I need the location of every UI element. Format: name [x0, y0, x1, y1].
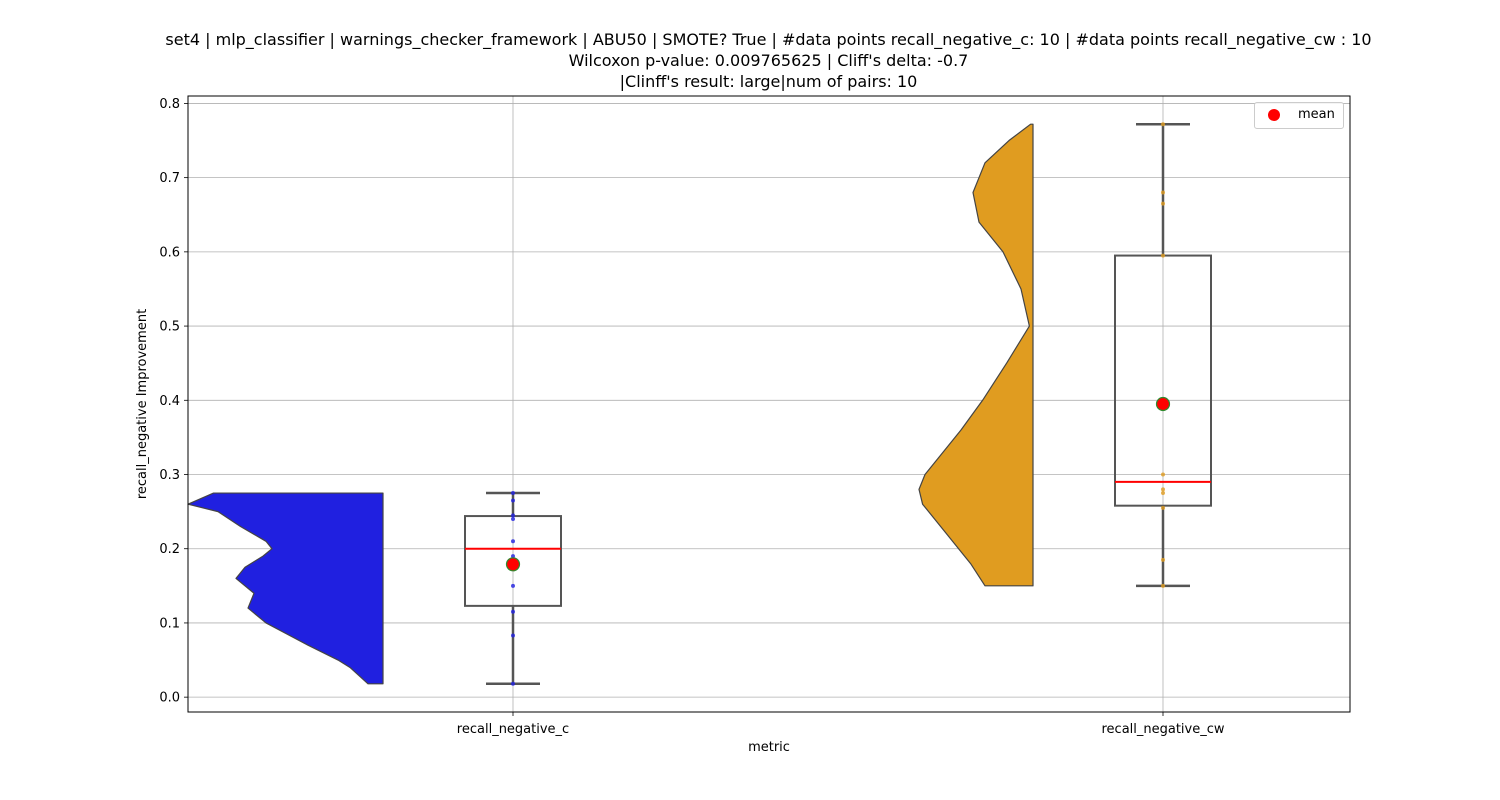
y-tick-label: 0.0 [159, 691, 180, 706]
mean-marker [505, 557, 521, 572]
data-point [1161, 190, 1165, 195]
data-point [511, 491, 515, 496]
data-point [1161, 201, 1165, 206]
data-point [511, 609, 515, 614]
data-point [511, 539, 515, 544]
mean-marker [1155, 396, 1171, 412]
y-axis-label: recall_negative Improvement [135, 309, 150, 499]
y-tick-label: 0.7 [159, 171, 180, 186]
data-point [511, 513, 515, 518]
data-point [511, 554, 515, 559]
data-point [1161, 583, 1165, 588]
data-point [511, 681, 515, 686]
plot-frame [187, 95, 1351, 713]
legend-mean-label: mean [1298, 107, 1335, 122]
y-tick-label: 0.8 [159, 97, 180, 112]
data-point [511, 498, 515, 503]
data-point [1161, 253, 1165, 258]
violin-recall_negative_c [187, 492, 384, 685]
y-tick-label: 0.6 [159, 245, 180, 260]
data-point [1161, 557, 1165, 562]
y-tick-label: 0.2 [159, 542, 180, 557]
data-point [1161, 487, 1165, 492]
data-point [511, 517, 515, 522]
x-tick-label: recall_negative_cw [1101, 722, 1224, 737]
legend: mean [1254, 102, 1344, 129]
data-point [1161, 122, 1165, 127]
y-tick-label: 0.5 [159, 320, 180, 335]
data-point [1161, 491, 1165, 496]
x-axis-label: metric [748, 740, 790, 755]
y-tick-label: 0.1 [159, 616, 180, 631]
data-point [511, 583, 515, 588]
legend-mean-marker [1268, 109, 1280, 121]
y-tick-label: 0.3 [159, 468, 180, 483]
y-tick-label: 0.4 [159, 394, 180, 409]
chart-title-line-2: Wilcoxon p-value: 0.009765625 | Cliff's … [568, 51, 969, 70]
violin-recall_negative_cw [918, 123, 1034, 587]
data-point [1161, 505, 1165, 510]
data-point [1161, 472, 1165, 477]
chart-title-line-3: |Clinff's result: large|num of pairs: 10 [619, 72, 918, 91]
chart-title-line-1: set4 | mlp_classifier | warnings_checker… [165, 30, 1372, 49]
data-point [511, 633, 515, 638]
x-tick-label: recall_negative_c [457, 722, 569, 737]
